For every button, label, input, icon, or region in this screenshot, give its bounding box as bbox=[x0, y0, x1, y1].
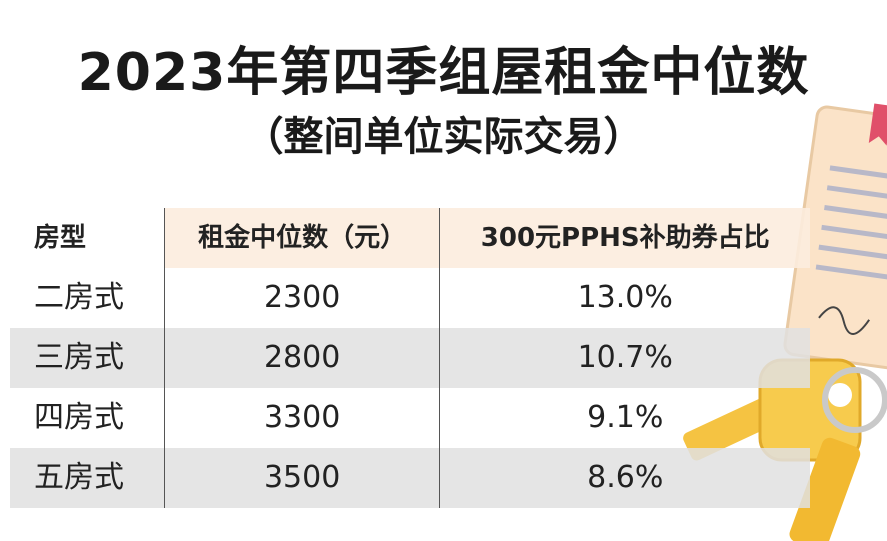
table-row: 二房式 2300 13.0% bbox=[10, 268, 810, 328]
table-cell: 四房式 bbox=[10, 388, 165, 448]
table-row: 四房式 3300 9.1% bbox=[10, 388, 810, 448]
table-cell: 3300 bbox=[165, 388, 441, 448]
signature bbox=[818, 306, 870, 335]
table-cell: 2300 bbox=[165, 268, 441, 328]
title: 2023年第四季组屋租金中位数 bbox=[77, 43, 810, 103]
table-row: 五房式 3500 8.6% bbox=[10, 448, 810, 508]
column-header: 房型 bbox=[10, 208, 165, 268]
table-cell: 五房式 bbox=[10, 448, 165, 508]
keys-icon bbox=[683, 358, 887, 541]
table: 房型 租金中位数（元） 300元PPHS补助券占比 二房式 2300 13.0% 三房… bbox=[10, 208, 810, 508]
table-row: 三房式 2800 10.7% bbox=[10, 328, 810, 388]
table-cell: 二房式 bbox=[10, 268, 165, 328]
subtitle: （整间单位实际交易） bbox=[243, 114, 644, 160]
table-cell: 8.6% bbox=[587, 460, 664, 495]
table-cell: 13.0% bbox=[577, 280, 673, 315]
table-cell: 三房式 bbox=[10, 328, 165, 388]
bookmark bbox=[868, 103, 887, 146]
table-header: 房型 租金中位数（元） 300元PPHS补助券占比 bbox=[10, 208, 810, 268]
table-cell: 10.7% bbox=[577, 340, 673, 375]
table-cell: 3500 bbox=[165, 448, 441, 508]
column-header: 300元PPHS补助券占比 bbox=[440, 208, 810, 268]
column-header: 租金中位数（元） bbox=[164, 208, 441, 268]
table-cell: 9.1% bbox=[587, 400, 664, 435]
paper-lines bbox=[815, 165, 887, 282]
table-cell: 2800 bbox=[165, 328, 441, 388]
